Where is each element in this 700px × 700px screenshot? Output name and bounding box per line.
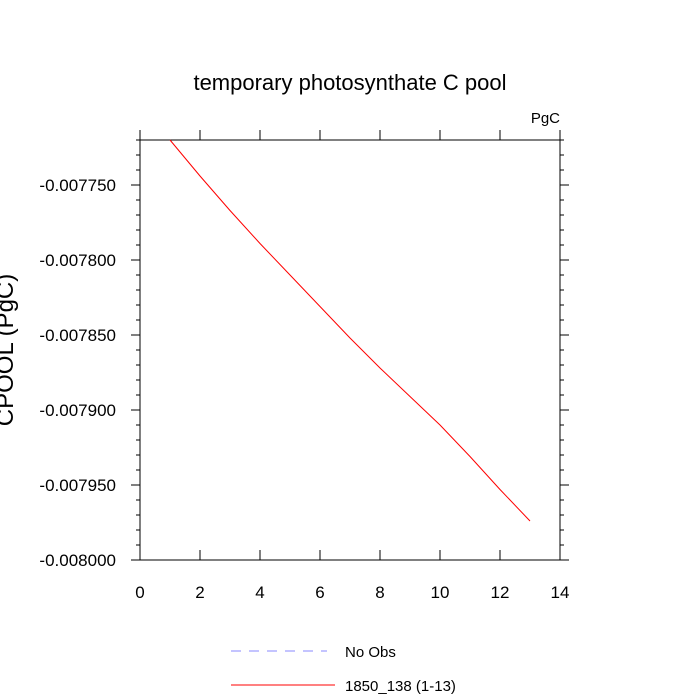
- x-tick-label: 14: [551, 583, 570, 602]
- x-axis: 0 2 4 6 8 10 12 14: [135, 130, 569, 602]
- chart-title: temporary photosynthate C pool: [193, 70, 506, 95]
- y-tick-label: -0.007800: [39, 251, 116, 270]
- x-tick-label: 6: [315, 583, 324, 602]
- y-tick-label: -0.007850: [39, 326, 116, 345]
- y-tick-label: -0.007900: [39, 401, 116, 420]
- series-layer: [169, 139, 531, 522]
- y-tick-label: -0.007750: [39, 176, 116, 195]
- units-label: PgC: [531, 110, 560, 127]
- series-line: [169, 139, 531, 522]
- x-tick-label: 2: [195, 583, 204, 602]
- legend-label: No Obs: [345, 644, 396, 661]
- x-tick-label: 8: [375, 583, 384, 602]
- y-tick-label: -0.007950: [39, 476, 116, 495]
- y-axis-label: CPOOL (PgC): [0, 274, 19, 426]
- y-tick-label: -0.008000: [39, 551, 116, 570]
- legend-label: 1850_138 (1-13): [345, 678, 456, 695]
- x-tick-label: 10: [431, 583, 450, 602]
- y-axis: -0.007750 -0.007800 -0.007850 -0.007900 -0.0…: [39, 139, 569, 570]
- plot-frame: [139, 139, 561, 561]
- x-tick-label: 4: [255, 583, 264, 602]
- x-tick-label: 0: [135, 583, 144, 602]
- legend: No Obs 1850_138 (1-13): [231, 644, 456, 695]
- x-tick-label: 12: [491, 583, 510, 602]
